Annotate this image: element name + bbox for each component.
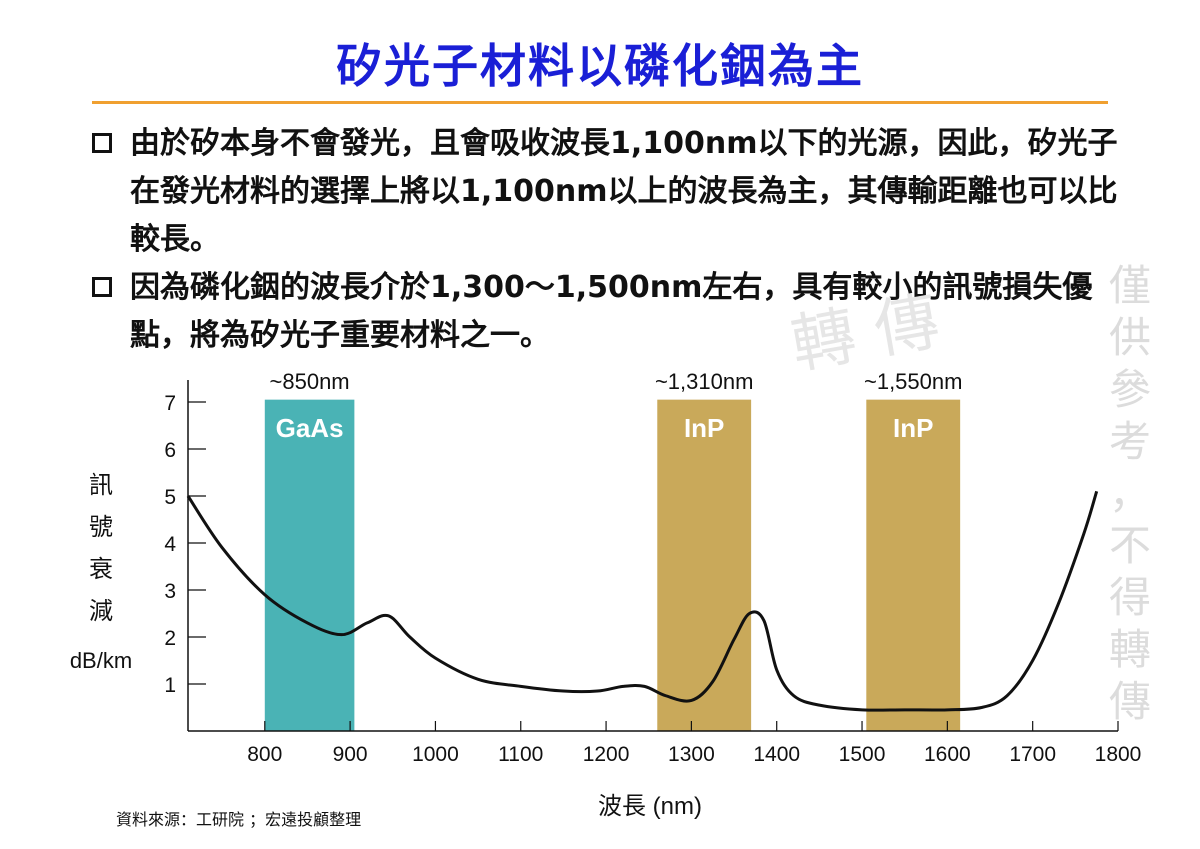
watermark-char: 得 <box>1108 573 1151 622</box>
watermark-char: 供 <box>1108 313 1151 362</box>
y-tick-label: 2 <box>164 627 176 650</box>
y-axis-label: dB/km <box>70 648 132 673</box>
y-tick-label: 5 <box>164 486 176 509</box>
y-axis-label: 號 <box>89 514 113 541</box>
y-tick-label: 3 <box>164 580 176 603</box>
source-note: 資料來源：工研院 ；宏遠投顧整理 <box>116 810 362 829</box>
watermark-char: 僅 <box>1108 261 1151 310</box>
x-tick-label: 1700 <box>1009 743 1056 766</box>
band-annotation: ~850nm <box>270 369 350 394</box>
band-annotation: ~1,550nm <box>864 369 962 394</box>
band-label: InP <box>684 413 724 443</box>
x-tick-label: 1100 <box>498 743 543 766</box>
watermark-char: 考 <box>1108 417 1151 466</box>
x-tick-label: 1500 <box>839 743 886 766</box>
bullet-list: 由於矽本身不會發光，且會吸收波長1,100nm以下的光源，因此，矽光子在發光材料… <box>88 120 1128 360</box>
band-label: InP <box>893 413 933 443</box>
y-axis-label: 訊 <box>89 472 113 499</box>
watermark-char: 不 <box>1108 521 1151 570</box>
attenuation-curve <box>186 490 1099 712</box>
watermark-char: 傳 <box>1108 677 1151 726</box>
x-axis-label: 波長 (nm) <box>598 793 702 820</box>
x-tick-label: 800 <box>247 743 282 766</box>
y-axis-label: 衰 <box>89 556 113 583</box>
x-tick-label: 1200 <box>583 743 630 766</box>
checkbox-bullet-icon <box>92 277 112 297</box>
y-tick-label: 4 <box>164 533 176 556</box>
x-tick-label: 900 <box>333 743 368 766</box>
y-tick-label: 7 <box>164 392 176 415</box>
x-tick-label: 1400 <box>753 743 800 766</box>
x-tick-label: 1800 <box>1095 743 1142 766</box>
watermark-side: 僅供參考，不得轉傳 <box>1100 260 1160 728</box>
bullet-text: 由於矽本身不會發光，且會吸收波長1,100nm以下的光源，因此，矽光子在發光材料… <box>130 126 1118 257</box>
x-tick-label: 1600 <box>924 743 971 766</box>
y-axis-label: 減 <box>89 598 113 625</box>
checkbox-bullet-icon <box>92 133 112 153</box>
band-inp-rect <box>866 399 961 731</box>
bullet-item: 因為磷化銦的波長介於1,300～1,500nm左右，具有較小的訊號損失優點，將為… <box>88 264 1128 360</box>
x-tick-label: 1000 <box>412 743 459 766</box>
watermark-char: ， <box>1108 469 1151 518</box>
band-annotation: ~1,310nm <box>655 369 753 394</box>
y-tick-label: 1 <box>164 674 176 697</box>
bullet-text: 因為磷化銦的波長介於1,300～1,500nm左右，具有較小的訊號損失優點，將為… <box>130 270 1093 353</box>
page-title: 矽光子材料以磷化銦為主 <box>336 39 864 93</box>
watermark-char: 轉 <box>1108 625 1151 674</box>
x-tick-label: 1300 <box>668 743 715 766</box>
bullet-item: 由於矽本身不會發光，且會吸收波長1,100nm以下的光源，因此，矽光子在發光材料… <box>88 120 1128 264</box>
band-gaas-rect <box>264 399 355 731</box>
y-tick-label: 6 <box>164 439 176 462</box>
watermark-char: 參 <box>1108 365 1151 414</box>
band-inp-rect <box>657 399 752 731</box>
title-divider <box>92 101 1108 104</box>
band-label: GaAs <box>276 413 344 443</box>
